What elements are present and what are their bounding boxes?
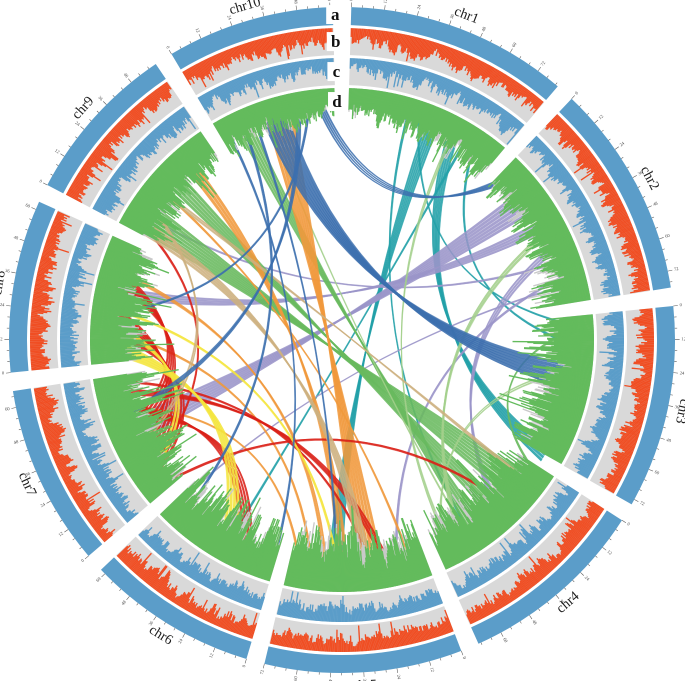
- tick-label-chr3-48: 48: [666, 437, 673, 443]
- tick-label-chr5-72: 72: [259, 669, 265, 675]
- tick-label-chr6-12: 12: [208, 652, 215, 659]
- tick-label-chr9-0: 0: [39, 178, 44, 184]
- tick-label-chr5-36: 36: [362, 678, 367, 681]
- tick-label-chr10-60: 60: [327, 0, 332, 1]
- chromosome-arc-chr2: [559, 98, 671, 291]
- tick-label-chr8-60: 60: [25, 202, 32, 209]
- track-letter-d: d: [332, 92, 342, 111]
- chromosome-label-chr7: chr7: [15, 470, 39, 499]
- tick-label-chr5-24: 24: [396, 674, 402, 680]
- tick-label-chr7-24: 24: [40, 501, 47, 508]
- chromosome-arc-chr8: [8, 201, 56, 373]
- chromosome-label-chr9: chr9: [69, 94, 97, 123]
- tick-label-chr2-24: 24: [619, 140, 626, 147]
- chromosome-label-chr5: chr5: [352, 678, 378, 681]
- tick-label-chr2-60: 60: [664, 232, 671, 238]
- chromosome-arc-chr3: [615, 305, 676, 505]
- tick-label-chr4-36: 36: [559, 598, 566, 605]
- chromosome-label-chr3: chr3: [672, 398, 685, 425]
- chromosome-label-chr6: chr6: [146, 623, 175, 649]
- tick-label-chr10-36: 36: [259, 5, 265, 11]
- track-letter-a: a: [331, 5, 340, 24]
- tick-label-chr6-24: 24: [177, 637, 184, 644]
- tick-label-chr5-48: 48: [328, 679, 333, 681]
- track-letter-b: b: [331, 32, 340, 51]
- chromosome-arc-chr4: [471, 510, 623, 644]
- tick-label-chr7-0: 0: [80, 557, 86, 563]
- tick-label-chr3-72: 72: [639, 500, 646, 507]
- chromosome-arc-chr1: [350, 7, 558, 101]
- chromosome-arc-chr6: [100, 557, 252, 659]
- track-letter-bg: [326, 5, 345, 25]
- tick-label-chr6-48: 48: [120, 599, 127, 606]
- tick-label-chr6-36: 36: [148, 619, 155, 626]
- tick-label-chr7-36: 36: [25, 471, 32, 478]
- tick-label-chr2-0: 0: [574, 90, 580, 96]
- tick-label-chr9-36: 36: [97, 95, 104, 102]
- tick-label-chr4-48: 48: [531, 619, 538, 626]
- chromosome-label-chr2: chr2: [637, 164, 662, 193]
- tick-label-chr10-0: 0: [165, 45, 171, 50]
- chromosome-label-chr10: chr10: [228, 0, 263, 18]
- ideogram-ring-track-a: [8, 7, 676, 673]
- tick-label-chr8-24: 24: [0, 302, 5, 308]
- tick-label-chr9-48: 48: [123, 72, 130, 79]
- tick-label-chr2-12: 12: [598, 113, 605, 120]
- tick-label-chr9-24: 24: [74, 120, 81, 127]
- tick-label-chr8-0: 0: [2, 370, 5, 375]
- tick-label-chr5-12: 12: [429, 667, 435, 673]
- track-letter-bg: [328, 92, 347, 112]
- tick-label-chr1-72: 72: [539, 60, 546, 67]
- tick-label-chr3-60: 60: [654, 469, 661, 476]
- tick-label-chr1-12: 12: [382, 0, 388, 4]
- chromosome-label-chr1: chr1: [452, 4, 481, 27]
- chromosome-arc-chr5: [264, 634, 462, 673]
- tick-label-chr1-48: 48: [481, 25, 488, 32]
- chromosome-arc-chr10: [171, 7, 334, 70]
- track-b-histogram-red: [29, 28, 655, 653]
- tick-label-chr7-60: 60: [5, 406, 11, 412]
- chromosome-arc-chr7: [12, 388, 103, 556]
- tick-label-chr4-0: 0: [626, 521, 631, 527]
- tick-label-chr1-24: 24: [416, 4, 422, 10]
- tick-label-chr10-48: 48: [293, 0, 299, 5]
- chromosome-arc-chr9: [47, 63, 166, 194]
- track-letter-bg: [327, 62, 346, 82]
- tick-label-chr4-12: 12: [606, 549, 613, 556]
- tick-label-chr8-48: 48: [13, 235, 20, 241]
- tick-label-chr4-60: 60: [502, 637, 509, 644]
- tick-label-chr2-72: 72: [673, 266, 679, 272]
- tick-label-chr8-12: 12: [0, 336, 3, 341]
- tick-label-chr5-60: 60: [293, 675, 299, 681]
- tick-label-chr6-60: 60: [95, 576, 102, 583]
- tick-label-chr4-24: 24: [584, 575, 591, 582]
- tick-label-chr10-24: 24: [226, 14, 232, 21]
- tick-label-chr6-0: 0: [241, 664, 247, 668]
- tick-label-chr7-48: 48: [13, 439, 20, 445]
- tick-label-chr10-12: 12: [194, 27, 201, 34]
- link-ribbon: [331, 124, 435, 574]
- track-d-histogram-green: [89, 88, 595, 593]
- track-letter-bg: [326, 32, 345, 52]
- tick-label-chr2-48: 48: [652, 200, 659, 207]
- tick-label-chr7-12: 12: [57, 530, 64, 537]
- tick-label-chr9-12: 12: [54, 148, 61, 155]
- tick-label-chr3-12: 12: [681, 336, 685, 341]
- tick-label-chr5-0: 0: [462, 656, 468, 661]
- tick-label-chr1-60: 60: [511, 41, 518, 48]
- tick-label-chr3-36: 36: [674, 404, 680, 410]
- tick-label-chr1-0: 0: [349, 0, 354, 1]
- chromosome-label-chr8: chr8: [0, 269, 9, 296]
- tick-label-chr1-36: 36: [449, 13, 455, 20]
- tick-label-chr2-36: 36: [637, 169, 644, 176]
- tick-label-chr3-0: 0: [679, 302, 682, 307]
- track-letter-c: c: [333, 62, 341, 81]
- tick-label-chr3-24: 24: [680, 370, 685, 375]
- tick-label-chr8-36: 36: [5, 268, 11, 274]
